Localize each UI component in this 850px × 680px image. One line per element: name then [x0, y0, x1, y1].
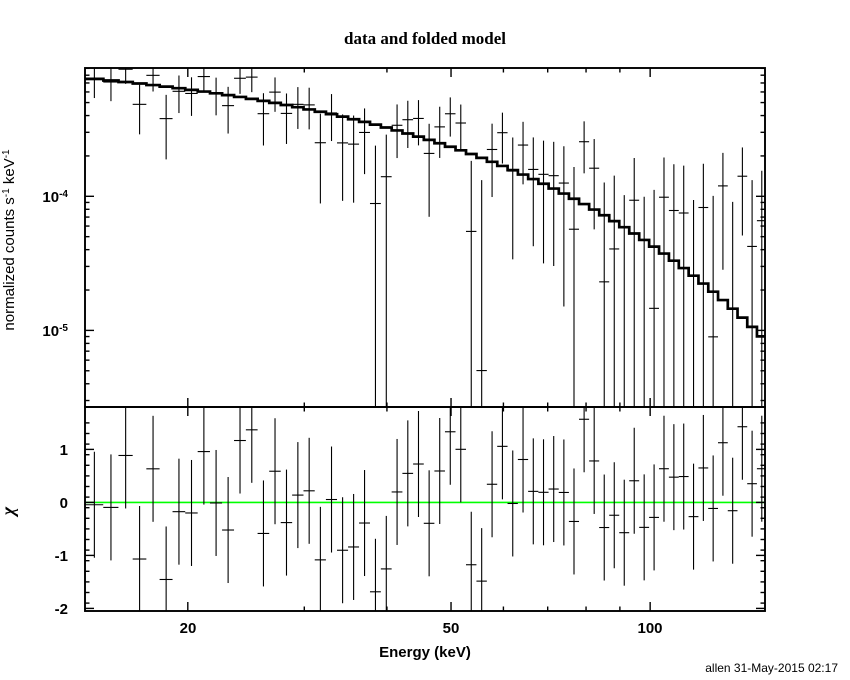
svg-text:0: 0 [60, 495, 68, 512]
svg-text:100: 100 [637, 620, 662, 637]
svg-text:50: 50 [443, 620, 460, 637]
svg-text:10-5: 10-5 [42, 323, 68, 341]
svg-text:Energy (keV): Energy (keV) [379, 644, 471, 661]
svg-text:20: 20 [180, 620, 197, 637]
svg-text:-2: -2 [55, 601, 68, 618]
svg-text:1: 1 [60, 442, 68, 459]
svg-text:-1: -1 [55, 548, 68, 565]
svg-text:10-4: 10-4 [42, 189, 68, 207]
svg-text:χ: χ [0, 506, 18, 518]
svg-text:data and folded model: data and folded model [344, 29, 506, 48]
svg-text:normalized counts s-1 keV-1: normalized counts s-1 keV-1 [1, 149, 19, 331]
svg-text:allen 31-May-2015 02:17: allen 31-May-2015 02:17 [705, 661, 838, 675]
